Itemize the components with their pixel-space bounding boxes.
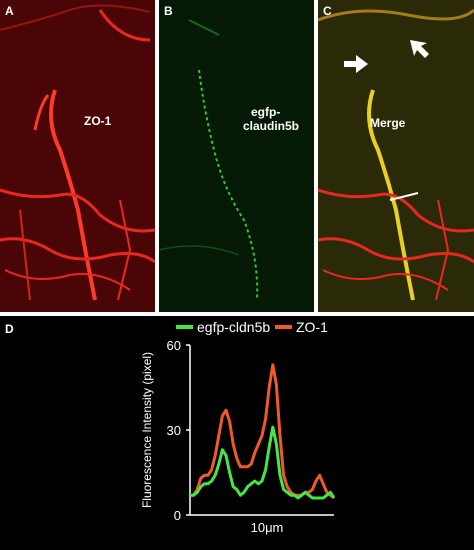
panel-b-image bbox=[159, 0, 314, 312]
panel-d-letter: D bbox=[5, 322, 14, 336]
panel-c-merge: C Merge bbox=[318, 0, 474, 312]
panel-b-label-line2: claudin5b bbox=[243, 119, 300, 133]
y-tick-label: 30 bbox=[167, 423, 181, 438]
intensity-line-chart: egfp-cldn5b ZO-1 0 30 60 Fluorescence Intens… bbox=[140, 319, 336, 535]
y-tick-label: 60 bbox=[167, 338, 181, 353]
legend-label: ZO-1 bbox=[296, 319, 328, 335]
y-axis-label: Fluorescence Intensity (pixel) bbox=[140, 352, 154, 508]
panel-b-label-line1: egfp- bbox=[251, 105, 281, 119]
arrow-up-left-icon bbox=[410, 40, 429, 58]
panel-b-letter: B bbox=[164, 4, 173, 18]
panel-a-zo1: A ZO-1 bbox=[0, 0, 155, 312]
panel-c-letter: C bbox=[323, 4, 332, 18]
series-line-zo-1 bbox=[190, 363, 335, 500]
panel-a-letter: A bbox=[5, 4, 14, 18]
panel-a-image bbox=[0, 0, 155, 312]
chart-legend: egfp-cldn5b ZO-1 bbox=[176, 319, 328, 335]
panel-d-intensity-plot: D egfp-cldn5b ZO-1 0 30 60 Fluorescence Inte… bbox=[0, 316, 474, 550]
legend-label: egfp-cldn5b bbox=[197, 319, 270, 335]
chart-series bbox=[190, 363, 336, 500]
panel-c-label: Merge bbox=[370, 116, 406, 130]
panel-a-label: ZO-1 bbox=[84, 114, 112, 128]
chart-axes: 0 30 60 Fluorescence Intensity (pixel) 10μm bbox=[140, 338, 334, 535]
arrow-right-icon bbox=[344, 55, 368, 73]
panel-b-claudin5b: B egfp- claudin5b bbox=[159, 0, 314, 312]
panel-c-image bbox=[318, 0, 474, 312]
y-tick-label: 0 bbox=[174, 508, 181, 523]
measurement-line bbox=[389, 192, 419, 201]
series-line-egfp-cldn5b bbox=[190, 425, 336, 500]
x-axis-label: 10μm bbox=[251, 520, 284, 535]
